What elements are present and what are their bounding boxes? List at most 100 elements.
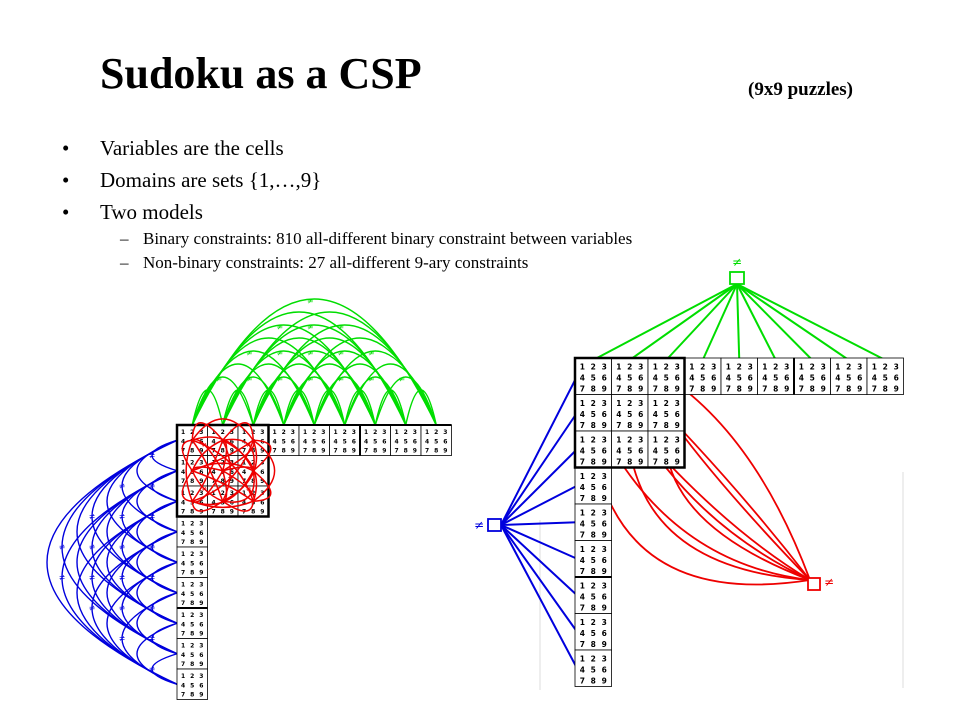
cell-digit: 2 bbox=[591, 618, 596, 627]
sudoku-cell: 1 2 3 4 5 6 7 8 9 bbox=[176, 668, 208, 700]
cell-digit: 3 bbox=[199, 612, 203, 619]
row-constraint-symbol: ≠ bbox=[307, 349, 314, 358]
cell-digit: 6 bbox=[260, 469, 264, 476]
cell-digit: 8 bbox=[251, 508, 255, 515]
cell-digit: 6 bbox=[230, 438, 234, 445]
cell-digit: 3 bbox=[821, 363, 826, 372]
cell-digit: 2 bbox=[190, 460, 194, 467]
cell-digit: 2 bbox=[664, 399, 669, 408]
slide-subtitle: (9x9 puzzles) bbox=[748, 79, 854, 100]
cell-digit: 1 bbox=[616, 436, 621, 445]
cell-digit: 1 bbox=[242, 460, 246, 467]
cell-digit: 5 bbox=[373, 438, 377, 445]
cell-digit: 3 bbox=[638, 363, 643, 372]
row-constraint-arc bbox=[374, 376, 437, 426]
cell-digit: 7 bbox=[273, 447, 277, 454]
row-constraint-edge bbox=[736, 283, 813, 361]
block-constraint-arc bbox=[192, 440, 254, 502]
cell-digit: 5 bbox=[664, 447, 669, 456]
cell-digit: 6 bbox=[857, 374, 862, 383]
cell-digit: 4 bbox=[580, 483, 585, 492]
cell-digit: 2 bbox=[591, 363, 596, 372]
cell-digit: 7 bbox=[580, 385, 585, 394]
sudoku-cell: 1 2 3 4 5 6 7 8 9 bbox=[574, 540, 612, 578]
sudoku-cell: 1 2 3 4 5 6 7 8 9 bbox=[574, 576, 612, 614]
block-constraint-edge bbox=[665, 375, 811, 581]
cell-digit: 7 bbox=[653, 458, 658, 467]
cell-digit: 4 bbox=[242, 499, 246, 506]
cell-digit: 5 bbox=[591, 629, 596, 638]
column-constraint-arc bbox=[136, 622, 178, 685]
cell-digit: 7 bbox=[726, 385, 731, 394]
cell-digit: 4 bbox=[653, 374, 658, 383]
cell-digit: 9 bbox=[291, 447, 295, 454]
cell-digit: 4 bbox=[653, 410, 658, 419]
cell-digit: 3 bbox=[748, 363, 753, 372]
cell-digit: 9 bbox=[638, 458, 643, 467]
cell-digit: 2 bbox=[883, 363, 888, 372]
cell-digit: 2 bbox=[591, 472, 596, 481]
column-constraint-symbol: ≠ bbox=[149, 482, 156, 491]
cell-digit: 8 bbox=[591, 531, 596, 540]
block-constraint-symbol: ≠ bbox=[227, 474, 233, 482]
cell-digit: 9 bbox=[784, 385, 789, 394]
column-constraint-symbol: ≠ bbox=[149, 573, 156, 582]
column-constraint-edge bbox=[500, 375, 578, 526]
cell-digit: 5 bbox=[190, 591, 194, 598]
row-constraint-edge bbox=[736, 283, 741, 361]
cell-digit: 3 bbox=[602, 582, 607, 591]
cell-digit: 4 bbox=[653, 447, 658, 456]
cell-digit: 7 bbox=[212, 478, 216, 485]
cell-border bbox=[611, 430, 649, 468]
block-constraint-arc bbox=[222, 438, 255, 471]
cell-border bbox=[830, 357, 868, 395]
cell-digit: 3 bbox=[638, 399, 643, 408]
cell-digit: 2 bbox=[190, 429, 194, 436]
cell-digit: 3 bbox=[675, 436, 680, 445]
cell-digit: 8 bbox=[190, 539, 194, 546]
cell-digit: 1 bbox=[799, 363, 804, 372]
cell-digit: 2 bbox=[282, 429, 286, 436]
cell-digit: 7 bbox=[580, 567, 585, 576]
cell-digit: 6 bbox=[199, 469, 203, 476]
cell-digit: 1 bbox=[181, 612, 185, 619]
cell-digit: 4 bbox=[181, 560, 185, 567]
column-constraint-edge bbox=[500, 524, 578, 669]
cell-digit: 8 bbox=[434, 447, 438, 454]
cell-border bbox=[329, 424, 361, 456]
cell-digit: 2 bbox=[810, 363, 815, 372]
row-constraint-arc bbox=[374, 389, 407, 426]
cell-digit: 7 bbox=[762, 385, 767, 394]
sudoku-cell: 1 2 3 4 5 6 7 8 9 bbox=[298, 424, 330, 456]
cell-digit: 4 bbox=[580, 593, 585, 602]
cell-digit: 7 bbox=[580, 458, 585, 467]
cell-digit: 5 bbox=[627, 447, 632, 456]
column-constraint-edge bbox=[500, 524, 578, 560]
cell-digit: 5 bbox=[883, 374, 888, 383]
cell-digit: 2 bbox=[737, 363, 742, 372]
cell-digit: 1 bbox=[580, 436, 585, 445]
cell-digit: 3 bbox=[602, 436, 607, 445]
cell-border bbox=[866, 357, 904, 395]
cell-digit: 5 bbox=[700, 374, 705, 383]
cell-digit: 6 bbox=[602, 447, 607, 456]
cell-digit: 2 bbox=[627, 399, 632, 408]
cell-digit: 5 bbox=[627, 410, 632, 419]
cell-digit: 8 bbox=[883, 385, 888, 394]
cell-border bbox=[176, 638, 208, 670]
cell-digit: 2 bbox=[591, 509, 596, 518]
block-constraint-arc bbox=[191, 439, 224, 472]
sudoku-cell: 1 2 3 4 5 6 7 8 9 bbox=[176, 546, 208, 578]
cell-digit: 8 bbox=[190, 630, 194, 637]
cell-digit: 9 bbox=[199, 691, 203, 698]
cell-digit: 2 bbox=[773, 363, 778, 372]
sudoku-cell: 1 2 3 4 5 6 7 8 9 bbox=[720, 357, 758, 395]
cell-digit: 4 bbox=[726, 374, 731, 383]
cell-digit: 9 bbox=[382, 447, 386, 454]
cell-digit: 6 bbox=[602, 410, 607, 419]
cell-digit: 1 bbox=[212, 429, 216, 436]
cell-digit: 6 bbox=[675, 447, 680, 456]
cell-digit: 9 bbox=[199, 447, 203, 454]
cell-digit: 5 bbox=[190, 560, 194, 567]
cell-digit: 7 bbox=[653, 385, 658, 394]
